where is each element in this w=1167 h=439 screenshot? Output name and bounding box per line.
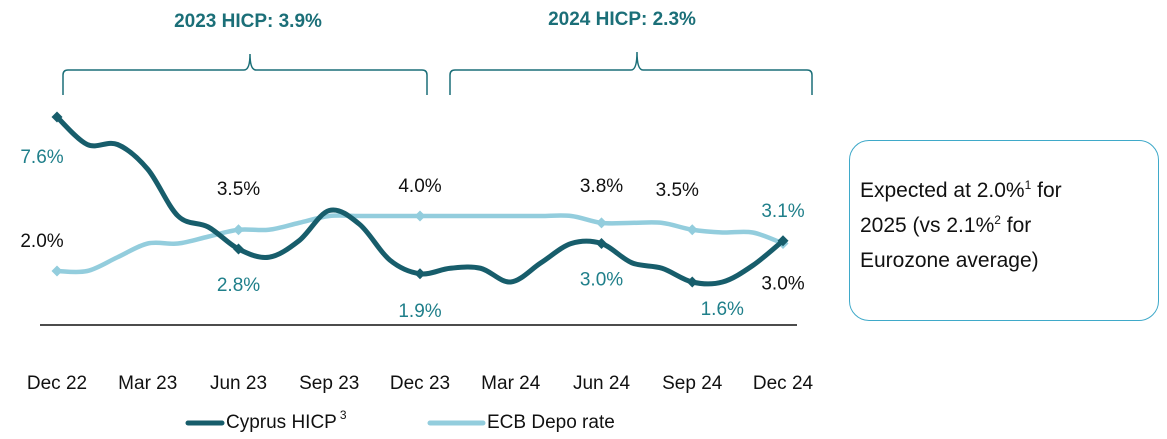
marker — [414, 210, 426, 222]
data-label: 7.6% — [20, 147, 63, 168]
annotation: 2024 HICP: 2.3% — [548, 9, 696, 30]
marker — [777, 235, 789, 247]
x-tick-label: Jun 24 — [573, 373, 630, 394]
marker — [233, 224, 244, 236]
brackets — [62, 51, 813, 95]
callout-box: Expected at 2.0%1 for 2025 (vs 2.1%2 for… — [849, 140, 1159, 321]
x-tick-label: Sep 24 — [662, 373, 723, 394]
bracket — [62, 53, 428, 95]
data-label: 4.0% — [398, 176, 441, 197]
callout-text: Expected at 2.0% — [860, 179, 1025, 202]
data-label: 2.8% — [217, 275, 260, 296]
data-label: 2.0% — [20, 231, 63, 252]
marker — [51, 111, 63, 123]
legend-label: ECB Depo rate — [487, 412, 615, 433]
data-label: 1.9% — [398, 301, 441, 322]
legend-footnote: 3 — [340, 408, 347, 422]
legend-name: Cyprus HICP — [226, 412, 337, 433]
footnote: 2 — [994, 213, 1001, 227]
marker — [686, 224, 698, 236]
marker — [596, 238, 607, 249]
data-label: 3.1% — [761, 201, 804, 222]
marker — [596, 217, 607, 229]
x-tick-label: Mar 24 — [481, 373, 541, 394]
x-tick-label: Dec 24 — [753, 373, 814, 394]
x-tick-label: Sep 23 — [299, 373, 359, 394]
footnote: 1 — [1024, 178, 1032, 192]
x-tick-label: Dec 22 — [27, 373, 87, 394]
marker — [51, 265, 63, 277]
legend-name: ECB Depo rate — [487, 412, 615, 433]
line — [54, 213, 786, 275]
x-tick-label: Dec 23 — [390, 373, 450, 394]
data-label: 1.6% — [701, 299, 744, 320]
x-tick-label: Mar 23 — [118, 373, 177, 394]
data-label: 3.0% — [580, 270, 623, 291]
marker — [414, 268, 426, 280]
data-label: 3.8% — [580, 176, 623, 197]
chart: 2023 HICP: 3.9% 2024 HICP: 2.3% Dec 22 Ma… — [20, 9, 814, 433]
x-tick-label: Jun 23 — [210, 373, 267, 394]
callout-text: Eurozone average) — [860, 249, 1039, 272]
marker — [233, 243, 244, 255]
data-label: 3.5% — [217, 179, 260, 200]
callout-text: for — [1031, 179, 1062, 202]
legend-label: Cyprus HICP 3 — [226, 408, 347, 433]
marker — [686, 276, 698, 288]
callout-text: 2025 (vs 2.1% — [860, 214, 995, 237]
data-label: 3.5% — [656, 180, 699, 201]
data-label: 3.0% — [761, 274, 804, 295]
bracket — [449, 51, 813, 95]
annotation: 2023 HICP: 3.9% — [174, 11, 322, 32]
callout-text: for — [1000, 214, 1032, 237]
